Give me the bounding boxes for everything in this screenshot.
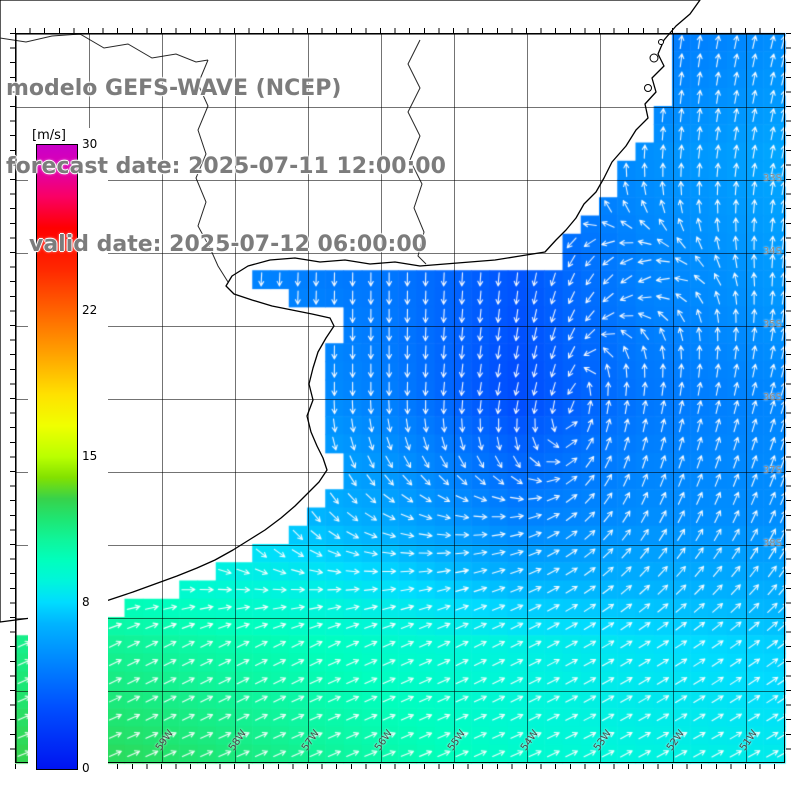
title-line-valid-date: valid date: 2025-07-12 06:00:00	[6, 231, 427, 257]
colorbar-tick-label: 8	[82, 594, 90, 609]
island-icon	[649, 53, 659, 63]
colorbar-tick-label: 0	[82, 761, 90, 775]
title-line-model: modelo GEFS-WAVE (NCEP)	[6, 75, 342, 101]
title-line-forecast-date: forecast date: 2025-07-11 12:00:00	[6, 153, 446, 179]
island-icon	[658, 39, 664, 45]
colorbar-tick-label: 15	[82, 449, 98, 463]
title-block: modelo GEFS-WAVE (NCEP) forecast date: 2…	[6, 24, 446, 309]
island-icon	[644, 84, 652, 92]
